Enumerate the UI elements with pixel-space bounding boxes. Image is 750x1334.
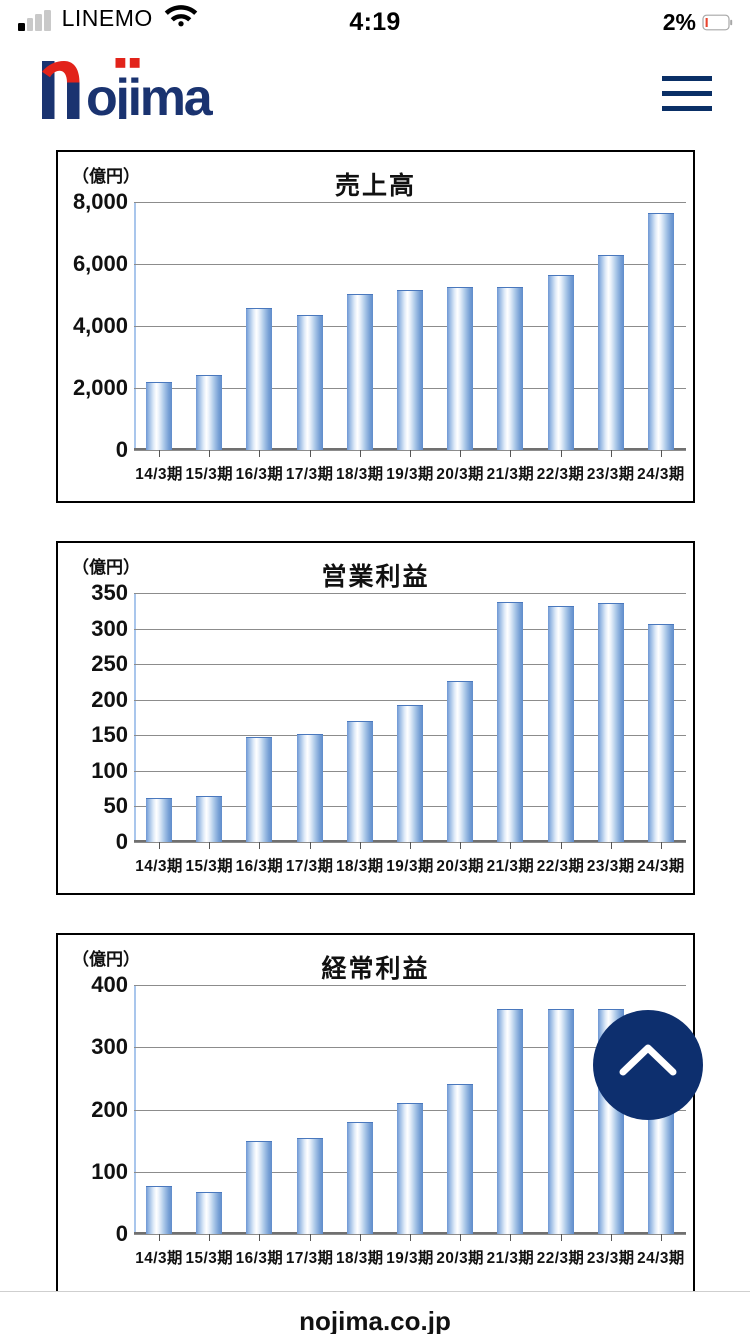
svg-text:ojima: ojima [86, 69, 214, 119]
